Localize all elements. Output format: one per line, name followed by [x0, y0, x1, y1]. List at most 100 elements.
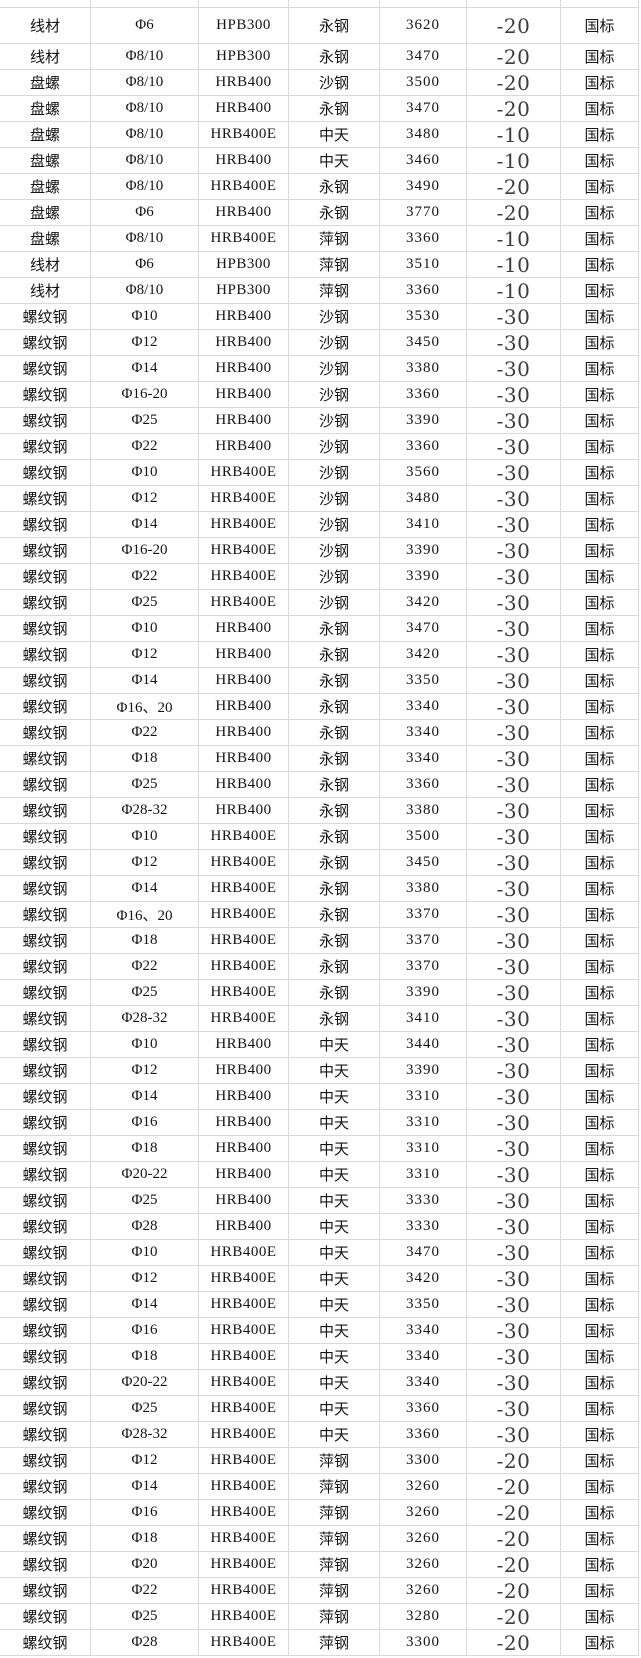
- cell-mill[interactable]: 中天: [289, 1214, 380, 1240]
- cell-spec[interactable]: Φ10: [91, 1240, 199, 1266]
- cell-spec[interactable]: Φ28: [91, 1630, 199, 1656]
- cell-mill[interactable]: 萍钢: [289, 226, 380, 252]
- cell-change[interactable]: -30: [467, 434, 561, 460]
- cell-change[interactable]: -10: [467, 226, 561, 252]
- cell-standard[interactable]: 国标: [561, 590, 639, 616]
- cell-price[interactable]: 3390: [380, 980, 467, 1006]
- cell-price[interactable]: 3470: [380, 44, 467, 70]
- cell-product[interactable]: 螺纹钢: [0, 1110, 91, 1136]
- cell-spec[interactable]: Φ8/10: [91, 70, 199, 96]
- cell-mill[interactable]: 永钢: [289, 980, 380, 1006]
- cell-product[interactable]: 螺纹钢: [0, 460, 91, 486]
- cell-grade[interactable]: HRB400E: [199, 954, 289, 980]
- cell-product[interactable]: 螺纹钢: [0, 408, 91, 434]
- cell-mill[interactable]: 萍钢: [289, 1526, 380, 1552]
- cell-change[interactable]: -30: [467, 616, 561, 642]
- cell-change[interactable]: -10: [467, 278, 561, 304]
- cell-change[interactable]: -30: [467, 876, 561, 902]
- empty-cell[interactable]: [289, 0, 380, 8]
- cell-grade[interactable]: HRB400: [199, 772, 289, 798]
- cell-standard[interactable]: 国标: [561, 902, 639, 928]
- empty-cell[interactable]: [467, 0, 561, 8]
- cell-spec[interactable]: Φ12: [91, 850, 199, 876]
- cell-grade[interactable]: HRB400E: [199, 1292, 289, 1318]
- cell-product[interactable]: 螺纹钢: [0, 1344, 91, 1370]
- cell-standard[interactable]: 国标: [561, 1474, 639, 1500]
- cell-mill[interactable]: 中天: [289, 1318, 380, 1344]
- cell-price[interactable]: 3260: [380, 1526, 467, 1552]
- cell-change[interactable]: -20: [467, 1500, 561, 1526]
- cell-mill[interactable]: 沙钢: [289, 330, 380, 356]
- cell-price[interactable]: 3470: [380, 1240, 467, 1266]
- cell-change[interactable]: -30: [467, 694, 561, 720]
- cell-change[interactable]: -20: [467, 1448, 561, 1474]
- cell-price[interactable]: 3410: [380, 1006, 467, 1032]
- cell-grade[interactable]: HRB400E: [199, 512, 289, 538]
- cell-change[interactable]: -20: [467, 70, 561, 96]
- cell-mill[interactable]: 萍钢: [289, 1630, 380, 1656]
- cell-standard[interactable]: 国标: [561, 564, 639, 590]
- cell-standard[interactable]: 国标: [561, 226, 639, 252]
- cell-mill[interactable]: 中天: [289, 1422, 380, 1448]
- cell-change[interactable]: -30: [467, 980, 561, 1006]
- cell-standard[interactable]: 国标: [561, 408, 639, 434]
- cell-change[interactable]: -30: [467, 1162, 561, 1188]
- cell-price[interactable]: 3510: [380, 252, 467, 278]
- cell-standard[interactable]: 国标: [561, 694, 639, 720]
- cell-price[interactable]: 3770: [380, 200, 467, 226]
- cell-mill[interactable]: 中天: [289, 122, 380, 148]
- cell-price[interactable]: 3340: [380, 1318, 467, 1344]
- cell-change[interactable]: -30: [467, 512, 561, 538]
- cell-standard[interactable]: 国标: [561, 1448, 639, 1474]
- cell-grade[interactable]: HRB400E: [199, 1448, 289, 1474]
- cell-price[interactable]: 3380: [380, 876, 467, 902]
- cell-product[interactable]: 螺纹钢: [0, 356, 91, 382]
- cell-price[interactable]: 3390: [380, 408, 467, 434]
- cell-grade[interactable]: HRB400E: [199, 538, 289, 564]
- cell-price[interactable]: 3360: [380, 226, 467, 252]
- cell-standard[interactable]: 国标: [561, 798, 639, 824]
- cell-product[interactable]: 螺纹钢: [0, 642, 91, 668]
- cell-change[interactable]: -30: [467, 1370, 561, 1396]
- cell-mill[interactable]: 沙钢: [289, 590, 380, 616]
- cell-change[interactable]: -10: [467, 252, 561, 278]
- cell-standard[interactable]: 国标: [561, 1214, 639, 1240]
- cell-standard[interactable]: 国标: [561, 200, 639, 226]
- cell-mill[interactable]: 中天: [289, 1344, 380, 1370]
- cell-price[interactable]: 3300: [380, 1630, 467, 1656]
- cell-price[interactable]: 3350: [380, 668, 467, 694]
- cell-price[interactable]: 3310: [380, 1084, 467, 1110]
- cell-grade[interactable]: HRB400E: [199, 590, 289, 616]
- cell-standard[interactable]: 国标: [561, 1396, 639, 1422]
- cell-mill[interactable]: 萍钢: [289, 1474, 380, 1500]
- cell-spec[interactable]: Φ6: [91, 200, 199, 226]
- cell-grade[interactable]: HRB400E: [199, 824, 289, 850]
- cell-grade[interactable]: HRB400E: [199, 928, 289, 954]
- cell-spec[interactable]: Φ14: [91, 512, 199, 538]
- cell-mill[interactable]: 永钢: [289, 694, 380, 720]
- cell-standard[interactable]: 国标: [561, 1500, 639, 1526]
- cell-change[interactable]: -30: [467, 746, 561, 772]
- cell-mill[interactable]: 中天: [289, 148, 380, 174]
- cell-product[interactable]: 盘螺: [0, 96, 91, 122]
- cell-grade[interactable]: HRB400E: [199, 1578, 289, 1604]
- cell-product[interactable]: 螺纹钢: [0, 1058, 91, 1084]
- cell-product[interactable]: 螺纹钢: [0, 668, 91, 694]
- cell-change[interactable]: -20: [467, 44, 561, 70]
- empty-cell[interactable]: [199, 0, 289, 8]
- cell-price[interactable]: 3500: [380, 824, 467, 850]
- cell-grade[interactable]: HRB400: [199, 694, 289, 720]
- cell-product[interactable]: 螺纹钢: [0, 1214, 91, 1240]
- cell-spec[interactable]: Φ12: [91, 486, 199, 512]
- cell-price[interactable]: 3380: [380, 356, 467, 382]
- cell-price[interactable]: 3390: [380, 1058, 467, 1084]
- cell-spec[interactable]: Φ10: [91, 304, 199, 330]
- cell-standard[interactable]: 国标: [561, 356, 639, 382]
- cell-spec[interactable]: Φ14: [91, 1084, 199, 1110]
- cell-change[interactable]: -30: [467, 1032, 561, 1058]
- cell-mill[interactable]: 永钢: [289, 772, 380, 798]
- cell-change[interactable]: -30: [467, 460, 561, 486]
- cell-mill[interactable]: 中天: [289, 1240, 380, 1266]
- cell-product[interactable]: 螺纹钢: [0, 954, 91, 980]
- cell-grade[interactable]: HRB400E: [199, 1396, 289, 1422]
